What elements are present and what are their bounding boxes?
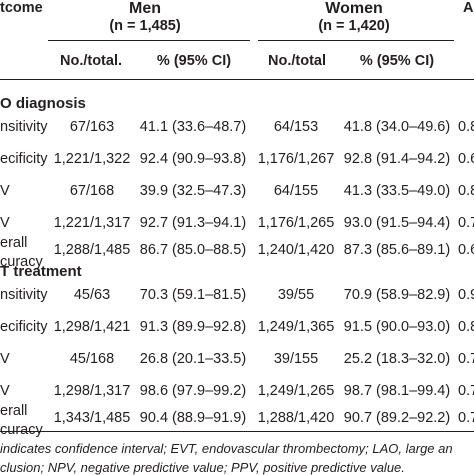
women-pct-ci-cell: 87.3 (85.6–89.1) bbox=[343, 242, 451, 258]
women-no-total-cell: 1,240/1,420 bbox=[257, 242, 335, 258]
last-col-cell: 0.8 bbox=[458, 183, 474, 199]
men-group-rule bbox=[48, 40, 250, 41]
men-pct-ci-cell: 92.7 (91.3–94.1) bbox=[139, 215, 247, 231]
row-label: V bbox=[0, 351, 10, 367]
women-pct-ci-cell: 98.7 (98.1–99.4) bbox=[343, 383, 451, 399]
women-pct-ci-cell: 90.7 (89.2–92.2) bbox=[343, 410, 451, 426]
women-no-total-cell: 39/155 bbox=[273, 351, 319, 367]
men-column-header: Men bbox=[129, 0, 161, 17]
women-group-rule bbox=[258, 40, 454, 41]
table-bottom-rule bbox=[0, 431, 474, 432]
section-title: O diagnosis bbox=[0, 95, 86, 112]
women-pct-ci-cell: 41.8 (34.0–49.6) bbox=[343, 119, 451, 135]
women-no-total-cell: 39/55 bbox=[277, 287, 315, 303]
women-no-total-cell: 64/155 bbox=[273, 183, 319, 199]
men-no-total-cell: 1,298/1,421 bbox=[53, 319, 131, 335]
men-no-total-cell: 1,298/1,317 bbox=[53, 383, 131, 399]
women-no-total-cell: 1,249/1,365 bbox=[257, 319, 335, 335]
row-label: ecificity bbox=[0, 319, 48, 335]
section-title: T treatment bbox=[0, 263, 82, 280]
row-label: curacy bbox=[0, 422, 43, 438]
row-label: nsitivity bbox=[0, 119, 48, 135]
row-label: erall bbox=[0, 235, 28, 251]
last-col-cell: 0.8 bbox=[458, 119, 474, 135]
row-label: V bbox=[0, 215, 10, 231]
men-no-total-cell: 45/63 bbox=[73, 287, 111, 303]
row-label: erall bbox=[0, 403, 28, 419]
header-bottom-rule bbox=[0, 79, 474, 80]
women-no-total-cell: 1,288/1,420 bbox=[257, 410, 335, 426]
men-pct-ci-cell: 90.4 (88.9–91.9) bbox=[139, 410, 247, 426]
men-no-total-cell: 1,288/1,485 bbox=[53, 242, 131, 258]
last-col-cell: 0.8 bbox=[458, 319, 474, 335]
outcome-column-header: tcome bbox=[0, 0, 43, 16]
men-no-total-cell: 67/168 bbox=[69, 183, 115, 199]
women-column-header: Women bbox=[325, 0, 383, 17]
men-pct-ci-cell: 26.8 (20.1–33.5) bbox=[139, 351, 247, 367]
last-col-cell: 0.6 bbox=[458, 242, 474, 258]
men-no-total-header: No./total. bbox=[59, 53, 123, 69]
row-label: V bbox=[0, 383, 10, 399]
men-pct-ci-cell: 91.3 (89.9–92.8) bbox=[139, 319, 247, 335]
footnote-line-2: clusion; NPV, negative predictive value;… bbox=[0, 460, 405, 475]
last-column-header: A bbox=[463, 0, 474, 16]
men-n-label: (n = 1,485) bbox=[109, 18, 181, 34]
men-pct-ci-cell: 86.7 (85.0–88.5) bbox=[139, 242, 247, 258]
women-no-total-cell: 1,249/1,265 bbox=[257, 383, 335, 399]
women-no-total-header: No./total bbox=[268, 53, 326, 69]
last-col-cell: 0.7 bbox=[458, 410, 474, 426]
women-pct-ci-cell: 25.2 (18.3–32.0) bbox=[343, 351, 451, 367]
row-label: ecificity bbox=[0, 151, 48, 167]
last-col-cell: 0.6 bbox=[458, 151, 474, 167]
men-pct-ci-cell: 98.6 (97.9–99.2) bbox=[139, 383, 247, 399]
women-no-total-cell: 1,176/1,265 bbox=[257, 215, 335, 231]
women-no-total-cell: 1,176/1,267 bbox=[257, 151, 335, 167]
men-no-total-cell: 1,343/1,485 bbox=[53, 410, 131, 426]
last-col-cell: 0.7 bbox=[458, 215, 474, 231]
men-pct-ci-cell: 70.3 (59.1–81.5) bbox=[139, 287, 247, 303]
row-label: V bbox=[0, 183, 10, 199]
men-no-total-cell: 45/168 bbox=[69, 351, 115, 367]
women-n-label: (n = 1,420) bbox=[318, 18, 390, 34]
men-pct-ci-cell: 39.9 (32.5–47.3) bbox=[139, 183, 247, 199]
footnote-line-1: indicates confidence interval; EVT, endo… bbox=[0, 441, 453, 456]
row-label: curacy bbox=[0, 254, 43, 270]
women-pct-ci-cell: 41.3 (33.5–49.0) bbox=[343, 183, 451, 199]
women-pct-ci-cell: 70.9 (58.9–82.9) bbox=[343, 287, 451, 303]
last-col-cell: 0.7 bbox=[458, 351, 474, 367]
women-no-total-cell: 64/153 bbox=[273, 119, 319, 135]
men-no-total-cell: 67/163 bbox=[69, 119, 115, 135]
last-col-cell: 0.7 bbox=[458, 383, 474, 399]
women-pct-ci-cell: 93.0 (91.5–94.4) bbox=[343, 215, 451, 231]
men-pct-ci-cell: 92.4 (90.9–93.8) bbox=[139, 151, 247, 167]
men-no-total-cell: 1,221/1,317 bbox=[53, 215, 131, 231]
men-pct-ci-cell: 41.1 (33.6–48.7) bbox=[139, 119, 247, 135]
women-pct-ci-cell: 92.8 (91.4–94.2) bbox=[343, 151, 451, 167]
row-label: nsitivity bbox=[0, 287, 48, 303]
men-pct-ci-header: % (95% CI) bbox=[156, 53, 232, 69]
men-no-total-cell: 1,221/1,322 bbox=[53, 151, 131, 167]
last-col-cell: 0.9 bbox=[458, 287, 474, 303]
women-pct-ci-header: % (95% CI) bbox=[359, 53, 435, 69]
women-pct-ci-cell: 91.5 (90.0–93.0) bbox=[343, 319, 451, 335]
